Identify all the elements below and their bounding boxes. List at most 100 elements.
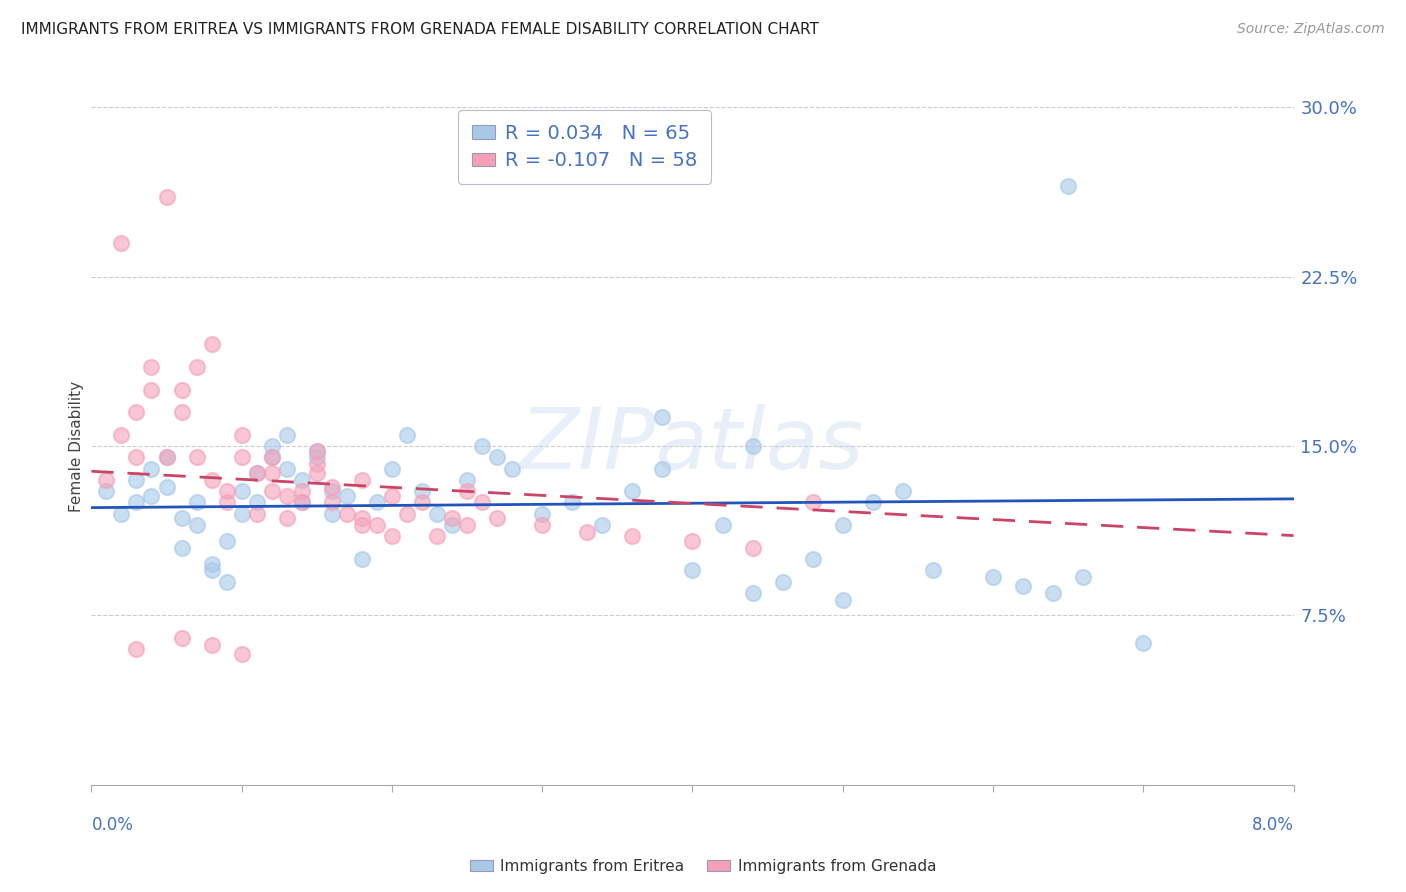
Point [621,484,644,499]
Point [336,489,359,503]
Text: Source: ZipAtlas.com: Source: ZipAtlas.com [1237,22,1385,37]
Point [186,450,208,465]
Point [110,235,132,250]
Point [231,647,253,661]
Point [260,439,283,453]
Point [922,563,945,577]
Point [426,529,449,543]
Point [305,466,328,480]
Point [411,495,433,509]
Point [201,337,224,351]
Point [291,484,314,499]
Point [366,518,388,533]
Point [96,484,118,499]
Point [456,473,478,487]
Point [246,495,269,509]
Point [651,409,673,424]
Point [201,563,224,577]
Point [125,495,148,509]
Point [215,574,238,589]
Point [125,642,148,657]
Point [215,495,238,509]
Point [711,518,734,533]
Y-axis label: Female Disability: Female Disability [69,380,84,512]
Point [291,473,314,487]
Point [471,495,494,509]
Point [305,443,328,458]
Point [321,480,343,494]
Point [260,450,283,465]
Legend: R = 0.034   N = 65, R = -0.107   N = 58: R = 0.034 N = 65, R = -0.107 N = 58 [458,110,710,184]
Point [125,450,148,465]
Point [440,511,463,525]
Point [1057,179,1080,194]
Point [231,507,253,521]
Point [170,631,193,645]
Point [186,518,208,533]
Point [741,541,763,555]
Point [276,511,298,525]
Point [110,427,132,442]
Point [246,466,269,480]
Point [1132,635,1154,649]
Point [141,461,163,475]
Point [772,574,794,589]
Point [321,484,343,499]
Point [125,473,148,487]
Point [381,489,404,503]
Point [141,489,163,503]
Point [381,529,404,543]
Point [486,450,509,465]
Point [801,552,824,566]
Point [321,495,343,509]
Point [456,518,478,533]
Point [201,638,224,652]
Point [155,190,177,204]
Point [291,495,314,509]
Point [831,518,853,533]
Point [561,495,583,509]
Point [170,541,193,555]
Point [141,359,163,374]
Legend: Immigrants from Eritrea, Immigrants from Grenada: Immigrants from Eritrea, Immigrants from… [464,853,942,880]
Point [246,466,269,480]
Point [801,495,824,509]
Point [981,570,1004,584]
Point [501,461,523,475]
Point [125,405,148,419]
Point [426,507,449,521]
Point [831,592,853,607]
Point [276,427,298,442]
Point [321,507,343,521]
Point [456,484,478,499]
Point [231,450,253,465]
Point [350,518,373,533]
Point [305,457,328,471]
Point [1012,579,1035,593]
Point [155,480,177,494]
Point [395,427,418,442]
Point [215,484,238,499]
Point [651,461,673,475]
Text: ZIPatlas: ZIPatlas [520,404,865,488]
Point [260,484,283,499]
Point [350,552,373,566]
Point [411,484,433,499]
Point [486,511,509,525]
Point [305,450,328,465]
Point [96,473,118,487]
Point [350,511,373,525]
Point [231,484,253,499]
Point [1042,586,1064,600]
Point [862,495,884,509]
Point [110,507,132,521]
Point [276,461,298,475]
Point [215,533,238,548]
Point [246,507,269,521]
Point [186,359,208,374]
Point [891,484,914,499]
Point [201,473,224,487]
Point [336,507,359,521]
Point [381,461,404,475]
Point [741,439,763,453]
